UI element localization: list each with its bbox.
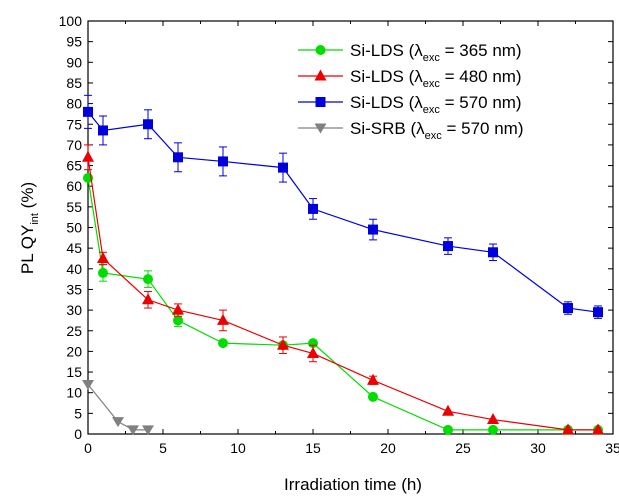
x-tick-label: 15 [305, 440, 321, 456]
data-point [142, 425, 154, 436]
x-tick-label: 20 [380, 440, 396, 456]
y-tick-label: 30 [66, 302, 82, 318]
data-point [487, 413, 499, 425]
series-3 [83, 94, 603, 319]
y-axis-label-main: PL QY [18, 225, 37, 274]
series-line [87, 384, 148, 431]
data-point [368, 391, 378, 402]
y-tick-label: 20 [66, 343, 82, 359]
data-point [308, 203, 318, 214]
x-tick-label: 0 [84, 440, 92, 456]
data-point [142, 293, 154, 305]
y-axis-label-suffix: (%) [18, 182, 37, 213]
data-point [563, 303, 573, 314]
data-point [315, 45, 326, 55]
data-point [98, 267, 108, 278]
x-tick-label: 5 [159, 440, 167, 456]
y-tick-label: 15 [66, 364, 82, 380]
data-point [218, 338, 228, 349]
y-tick-label: 50 [66, 220, 82, 236]
y-tick-label: 75 [66, 116, 82, 132]
data-point [307, 346, 319, 358]
y-tick-label: 100 [59, 13, 83, 29]
data-point [98, 125, 108, 136]
data-point [82, 150, 94, 162]
data-point [367, 373, 379, 385]
series-2 [82, 144, 604, 435]
data-point [488, 247, 498, 258]
data-point [143, 119, 153, 130]
data-point [593, 307, 603, 318]
x-tick-label: 10 [230, 440, 246, 456]
x-tick-label: 25 [455, 440, 471, 456]
series-group [82, 94, 604, 436]
y-tick-labels: 0 5 10 15 20 25 30 35 40 45 50 55 60 65 70 75 80 85 90 95 10… [59, 13, 83, 442]
data-point [217, 313, 229, 325]
legend-label: Si-LDS (λexc = 570 nm) [350, 93, 522, 116]
y-tick-label: 0 [74, 426, 82, 442]
data-point [315, 97, 326, 107]
y-tick-label: 90 [66, 54, 82, 70]
legend-label: Si-LDS (λexc = 365 nm) [350, 41, 522, 64]
legend-label: Si-LDS (λexc = 480 nm) [350, 67, 522, 90]
legend-label: Si-SRB (λexc = 570 nm) [350, 119, 524, 142]
y-axis-label-sub: int [29, 213, 41, 225]
y-tick-label: 40 [66, 261, 82, 277]
series-4 [82, 379, 154, 436]
y-tick-label: 60 [66, 178, 82, 194]
data-point [562, 423, 574, 435]
axes [87, 20, 614, 435]
y-tick-label: 35 [66, 281, 82, 297]
x-tick-label: 30 [530, 440, 546, 456]
legend-entry-4: Si-SRB (λexc = 570 nm) [298, 119, 524, 142]
data-point [97, 251, 109, 263]
y-tick-label: 10 [66, 385, 82, 401]
y-tick-label: 55 [66, 199, 82, 215]
data-point [277, 338, 289, 350]
data-point [278, 162, 288, 173]
legend: Si-LDS (λexc = 365 nm) Si-LDS (λexc = 480… [298, 41, 524, 142]
y-tick-label: 65 [66, 158, 82, 174]
data-point [83, 106, 93, 117]
data-point [443, 241, 453, 252]
data-point [443, 424, 453, 435]
data-point [172, 303, 184, 315]
data-point [314, 69, 327, 81]
data-point [173, 315, 183, 326]
data-point [143, 274, 153, 285]
series-line [87, 111, 599, 313]
data-point [173, 152, 183, 163]
data-point [314, 123, 327, 134]
x-tick-labels: 0 5 10 15 20 25 30 35 [84, 440, 619, 456]
legend-entry-1: Si-LDS (λexc = 365 nm) [298, 41, 522, 64]
data-point [82, 379, 94, 390]
y-tick-label: 95 [66, 34, 82, 50]
legend-entry-3: Si-LDS (λexc = 570 nm) [298, 93, 522, 116]
data-point [488, 424, 498, 435]
legend-entry-2: Si-LDS (λexc = 480 nm) [298, 67, 522, 90]
y-tick-label: 45 [66, 240, 82, 256]
data-point [442, 404, 454, 416]
x-axis-label: Irradiation time (h) [284, 475, 422, 494]
data-point [218, 156, 228, 167]
y-tick-label: 70 [66, 137, 82, 153]
series-line [87, 157, 598, 431]
y-tick-label: 80 [66, 96, 82, 112]
y-tick-label: 25 [66, 323, 82, 339]
data-point [112, 417, 124, 428]
series-line [87, 177, 598, 431]
data-point [127, 425, 139, 436]
y-tick-label: 5 [74, 405, 82, 421]
data-point [592, 423, 604, 435]
x-tick-label: 35 [605, 440, 619, 456]
data-point [368, 224, 378, 235]
y-axis-label: PL QYint (%) [18, 182, 41, 274]
y-tick-label: 85 [66, 75, 82, 91]
